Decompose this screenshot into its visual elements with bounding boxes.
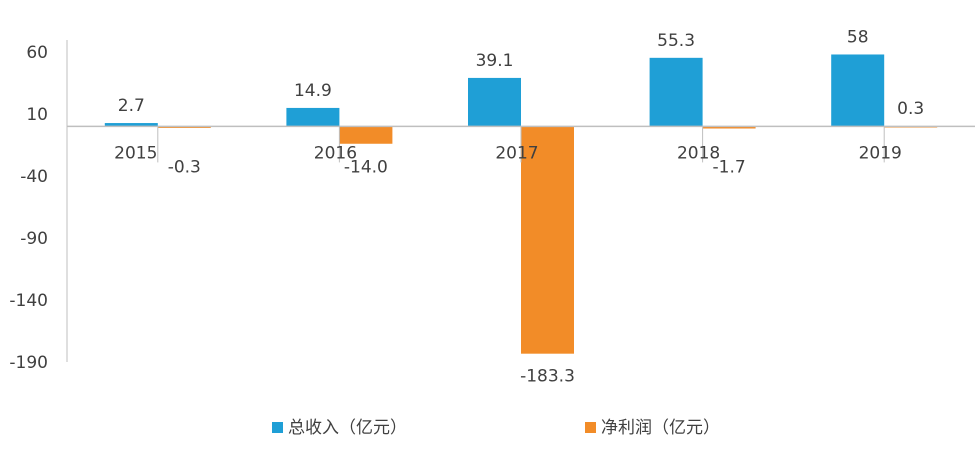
bar-net-profit-2017 [521,126,574,354]
data-label-net-profit-2018: -1.7 [713,157,746,177]
data-label-net-profit-2015: -0.3 [168,157,201,177]
legend-label-revenue: 总收入（亿元） [288,418,407,438]
legend-label-net-profit: 净利润（亿元） [601,418,720,438]
bar-revenue-2018 [649,57,703,127]
legend-swatch-revenue [272,422,283,433]
bar-revenue-2015 [104,123,158,127]
y-tick-label-4: -140 [9,291,48,311]
y-tick-label-0: 60 [26,43,48,63]
bar-revenue-2016 [286,107,340,127]
data-label-revenue-2018: 55.3 [657,31,695,51]
x-tick-label-2017: 2017 [495,143,538,163]
y-tick-label-2: -40 [20,167,48,187]
x-tick-label-2015: 2015 [114,143,157,163]
x-tick-label-2018: 2018 [677,143,720,163]
bar-revenue-2019 [831,54,885,127]
y-tick-label-1: 10 [26,105,48,125]
bar-revenue-2017 [468,77,521,127]
data-label-net-profit-2016: -14.0 [344,157,388,177]
y-tick-label-3: -90 [20,229,48,249]
data-label-revenue-2019: 58 [847,27,869,47]
bar-net-profit-2016 [339,126,393,144]
data-label-revenue-2015: 2.7 [118,96,145,116]
y-tick-label-5: -190 [9,353,48,373]
data-label-net-profit-2017: -183.3 [520,367,575,387]
x-tick-label-2016: 2016 [314,143,357,163]
x-tick-label-2019: 2019 [859,143,902,163]
bar-net-profit-2018 [702,126,756,129]
data-label-revenue-2016: 14.9 [294,81,332,101]
data-label-net-profit-2019: 0.3 [897,99,924,119]
legend-swatch-net-profit [585,422,596,433]
data-label-revenue-2017: 39.1 [476,51,514,71]
